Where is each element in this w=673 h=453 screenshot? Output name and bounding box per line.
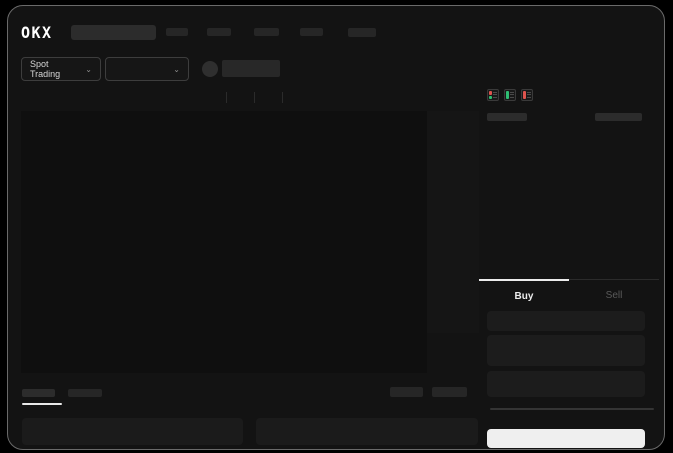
bottom-action-1[interactable] bbox=[390, 387, 423, 397]
bottom-tab-underline bbox=[22, 403, 62, 405]
nav-item-5[interactable] bbox=[348, 28, 376, 37]
app-window: OKX Spot Trading ⌄ ⌄ bbox=[7, 5, 665, 450]
order-total-field[interactable] bbox=[487, 371, 645, 397]
pair-dropdown[interactable]: ⌄ bbox=[105, 57, 189, 81]
toolbar-separator bbox=[282, 91, 283, 103]
trade-tabs: Buy Sell bbox=[479, 279, 659, 305]
buy-button[interactable] bbox=[487, 429, 645, 448]
orderbook-view-asks-icon[interactable] bbox=[521, 89, 533, 101]
bottom-action-2[interactable] bbox=[432, 387, 467, 397]
market-type-label: Spot Trading bbox=[30, 59, 61, 79]
toolbar-separator bbox=[254, 91, 255, 103]
last-price-bar[interactable] bbox=[487, 205, 545, 217]
order-price-field[interactable] bbox=[487, 311, 645, 331]
bottom-tab-2[interactable] bbox=[68, 389, 102, 397]
bottom-panel-left bbox=[22, 418, 243, 445]
tab-sell[interactable]: Sell bbox=[569, 279, 659, 305]
chart-toolbar-icons bbox=[226, 90, 328, 104]
market-type-dropdown[interactable]: Spot Trading ⌄ bbox=[21, 57, 101, 81]
chevron-down-icon: ⌄ bbox=[85, 64, 92, 74]
toolbar-separator bbox=[226, 91, 227, 103]
depth-chart[interactable] bbox=[427, 111, 479, 333]
depth-svg bbox=[427, 111, 479, 333]
tab-buy[interactable]: Buy bbox=[479, 279, 569, 305]
okx-logo[interactable]: OKX bbox=[21, 23, 53, 43]
candlestick-chart[interactable] bbox=[21, 111, 427, 373]
nav-item-1[interactable] bbox=[166, 28, 188, 36]
bottom-panel-right bbox=[256, 418, 478, 445]
orderbook-view-combined-icon[interactable] bbox=[487, 89, 499, 101]
amount-slider-track[interactable] bbox=[490, 408, 654, 410]
nav-item-2[interactable] bbox=[207, 28, 231, 36]
chevron-down-icon: ⌄ bbox=[173, 64, 180, 74]
orderbook-view-bids-icon[interactable] bbox=[504, 89, 516, 101]
order-amount-field[interactable] bbox=[487, 335, 645, 366]
candlestick-svg bbox=[21, 111, 427, 373]
orderbook-amount-header bbox=[595, 113, 642, 121]
nav-item-3[interactable] bbox=[254, 28, 279, 36]
orderbook-price-header bbox=[487, 113, 527, 121]
pair-name-placeholder bbox=[222, 60, 280, 77]
coin-icon bbox=[202, 61, 218, 77]
nav-item-4[interactable] bbox=[300, 28, 323, 36]
bottom-tab-active[interactable] bbox=[22, 389, 55, 397]
search-input[interactable] bbox=[71, 25, 156, 40]
